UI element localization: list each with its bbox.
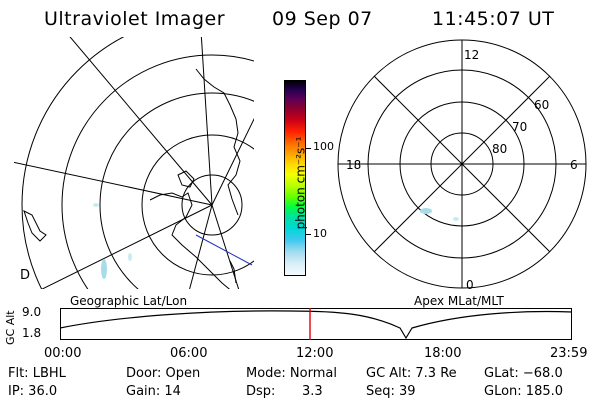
date-label: 09 Sep 07 bbox=[272, 8, 373, 30]
gc-ylabel-top: 9.0 bbox=[22, 305, 42, 319]
info-gain: Gain: 14 bbox=[126, 384, 181, 399]
info-dsp-label: Dsp: bbox=[246, 384, 276, 399]
time-label-0: 00:00 bbox=[44, 346, 82, 361]
geographic-map[interactable]: D bbox=[0, 35, 262, 293]
geo-panel-label: Geographic Lat/Lon bbox=[70, 294, 188, 308]
time-label-4: 23:59 bbox=[550, 346, 588, 361]
aurora-patch bbox=[93, 203, 99, 207]
time-label-1: 06:00 bbox=[170, 346, 208, 361]
colorbar-tick-10: 10 bbox=[313, 227, 327, 240]
aurora-patch bbox=[453, 217, 459, 221]
mlat-label-80: 80 bbox=[492, 142, 507, 156]
meridian bbox=[189, 204, 213, 289]
aurora-patch bbox=[420, 208, 432, 214]
mlt-label-6: 6 bbox=[570, 158, 578, 172]
coastline bbox=[229, 260, 237, 284]
info-seq: Seq: 39 bbox=[366, 384, 416, 399]
aurora-patch bbox=[101, 259, 107, 279]
coastline bbox=[177, 170, 195, 188]
time-label: 11:45:07 UT bbox=[432, 8, 555, 30]
mlt-label-18: 18 bbox=[346, 158, 361, 172]
polar-map[interactable]: 12 18 6 0 60 70 80 bbox=[328, 35, 590, 293]
mlt-label-0: 0 bbox=[466, 278, 474, 292]
meridian bbox=[14, 161, 213, 206]
meridian bbox=[69, 37, 213, 206]
mlat-label-60: 60 bbox=[534, 98, 549, 112]
info-flt: Flt: LBHL bbox=[8, 366, 66, 381]
colorbar-tick-mark bbox=[306, 148, 311, 149]
gc-axis-title: GC Alt bbox=[4, 310, 17, 345]
info-door: Door: Open bbox=[126, 366, 201, 381]
meridian bbox=[200, 37, 213, 206]
gc-ylabel-bottom: 1.8 bbox=[22, 326, 42, 340]
polar-panel-label: Apex MLat/MLT bbox=[414, 294, 504, 308]
info-mode: Mode: Normal bbox=[246, 366, 337, 381]
coastline-marker: D bbox=[20, 268, 30, 283]
app-title: Ultraviolet Imager bbox=[44, 8, 226, 30]
info-glat: GLat: −68.0 bbox=[484, 366, 563, 381]
lat-circle bbox=[21, 37, 125, 289]
mlt-label-12: 12 bbox=[464, 48, 479, 62]
mlt-line bbox=[373, 75, 551, 253]
coastline bbox=[23, 210, 47, 242]
color-bar bbox=[284, 80, 306, 276]
info-gc-alt: GC Alt: 7.3 Re bbox=[366, 366, 457, 381]
colorbar-unit: photon cm⁻²s⁻¹ bbox=[293, 136, 308, 230]
meridian bbox=[211, 204, 240, 289]
aurora-patch bbox=[128, 253, 132, 261]
info-ip: IP: 36.0 bbox=[8, 384, 58, 399]
track-line bbox=[195, 234, 253, 266]
info-dsp-value: 3.3 bbox=[302, 384, 323, 399]
time-label-3: 18:00 bbox=[424, 346, 462, 361]
time-label-2: 12:00 bbox=[296, 346, 334, 361]
colorbar-tick-mark bbox=[306, 234, 311, 235]
meridian bbox=[211, 117, 254, 206]
lat-circle bbox=[181, 174, 243, 236]
info-glon: GLon: 185.0 bbox=[484, 384, 564, 399]
coastline bbox=[149, 192, 230, 289]
gc-altitude-curve bbox=[60, 310, 572, 340]
lat-circle bbox=[99, 92, 254, 289]
lat-circle bbox=[61, 54, 254, 289]
gc-altitude-strip[interactable] bbox=[60, 308, 572, 340]
mlat-label-70: 70 bbox=[512, 120, 527, 134]
lat-circle bbox=[141, 134, 254, 276]
meridian bbox=[41, 204, 213, 289]
coastline bbox=[195, 68, 241, 216]
colorbar-tick-100: 100 bbox=[313, 140, 334, 153]
